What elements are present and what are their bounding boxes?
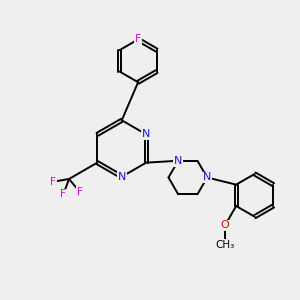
Text: F: F	[50, 177, 56, 187]
Text: N: N	[142, 129, 150, 140]
Text: N: N	[118, 172, 126, 182]
Text: O: O	[220, 220, 230, 230]
Text: CH₃: CH₃	[215, 240, 235, 250]
Text: F: F	[61, 189, 66, 199]
Text: F: F	[135, 34, 141, 44]
Text: N: N	[203, 172, 211, 182]
Text: N: N	[174, 156, 182, 166]
Text: F: F	[76, 187, 82, 196]
